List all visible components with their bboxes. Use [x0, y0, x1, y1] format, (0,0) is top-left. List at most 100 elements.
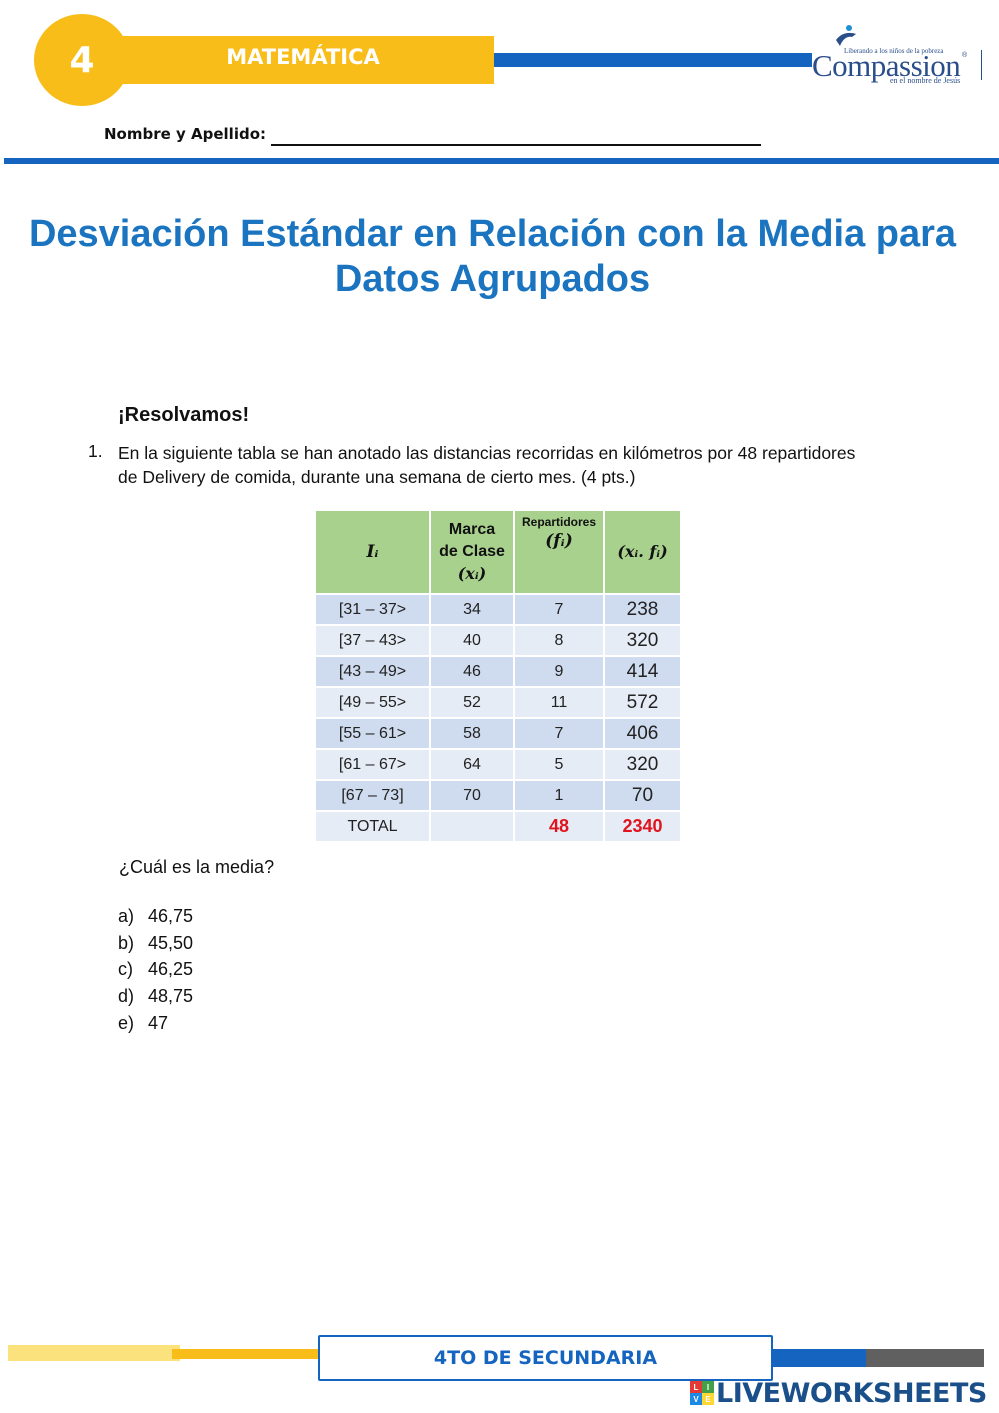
option-letter: c)	[118, 959, 133, 980]
logo-tagline-top: Liberando a los niños de la pobreza	[844, 47, 944, 55]
cell-product: 414	[603, 655, 682, 688]
question-text: En la siguiente tabla se han anotado las…	[118, 443, 856, 487]
cell-product: 320	[603, 748, 682, 781]
cell-product: 238	[603, 593, 682, 626]
header-class-mark-line1: Marca	[448, 521, 496, 538]
table-total-row: TOTAL 48 2340	[314, 810, 682, 843]
subject-label: MATEMÁTICA	[226, 45, 380, 69]
frequency-table: Iᵢ Marca de Clase (xᵢ) Repartidores (fᵢ)…	[314, 509, 682, 843]
header-frequency-symbol: (fᵢ)	[545, 531, 573, 551]
header-class-mark-line2: de Clase	[439, 543, 505, 560]
logo-tagline-bottom: en el nombre de Jesús	[890, 76, 961, 85]
subject-banner	[118, 36, 494, 84]
cell-total-freq: 48	[513, 810, 605, 843]
cell-interval: [61 – 67>	[314, 748, 431, 781]
liveworksheets-wordmark: LIVEWORKSHEETS	[716, 1377, 987, 1409]
header-class-mark-symbol: (xᵢ)	[457, 564, 487, 583]
logo-divider	[981, 50, 982, 80]
lw-icon-letter: I	[702, 1381, 714, 1393]
cell-product: 70	[603, 779, 682, 812]
header-interval-label: Iᵢ	[366, 542, 379, 562]
header-class-mark: Marca de Clase (xᵢ)	[429, 509, 515, 595]
cell-freq: 8	[513, 624, 605, 657]
lw-icon-letter: E	[702, 1393, 714, 1405]
header-product: (xᵢ. fᵢ)	[603, 509, 682, 595]
table-row: [61 – 67> 64 5 320	[314, 748, 682, 781]
cell-interval: [37 – 43>	[314, 624, 431, 657]
header-interval: Iᵢ	[314, 509, 431, 595]
cell-freq: 9	[513, 655, 605, 688]
grade-badge: 4	[34, 14, 130, 106]
answer-option[interactable]: d) 48,75	[118, 983, 193, 1010]
header-rule	[4, 158, 999, 164]
table-row: [67 – 73] 70 1 70	[314, 779, 682, 812]
header-accent-line	[494, 53, 812, 67]
cell-interval: [55 – 61>	[314, 717, 431, 750]
footer-accent-blue	[772, 1349, 866, 1367]
footer-accent-yellow	[172, 1349, 322, 1359]
cell-product: 406	[603, 717, 682, 750]
table-row: [31 – 37> 34 7 238	[314, 593, 682, 626]
person-swoosh-icon	[836, 25, 856, 46]
answer-option[interactable]: a) 46,75	[118, 903, 193, 930]
cell-mark: 34	[429, 593, 515, 626]
answer-option[interactable]: e) 47	[118, 1010, 193, 1037]
option-value: 45,50	[148, 932, 194, 953]
cell-mark: 52	[429, 686, 515, 719]
cell-freq: 1	[513, 779, 605, 812]
cell-mark: 70	[429, 779, 515, 812]
mean-question: ¿Cuál es la media?	[119, 857, 275, 877]
cell-interval: [49 – 55>	[314, 686, 431, 719]
option-value: 48,75	[148, 986, 194, 1007]
header-frequency-label: Repartidores	[521, 515, 597, 529]
name-input-line[interactable]	[271, 144, 761, 146]
footer-level-banner: 4TO DE SECUNDARIA	[318, 1335, 773, 1381]
cell-total-label: TOTAL	[314, 810, 431, 843]
page-title: Desviación Estándar en Relación con la M…	[28, 213, 957, 300]
cell-interval: [31 – 37>	[314, 593, 431, 626]
lw-icon-letter: L	[690, 1381, 702, 1393]
cell-interval: [43 – 49>	[314, 655, 431, 688]
option-letter: d)	[118, 986, 135, 1007]
table-row: [49 – 55> 52 11 572	[314, 686, 682, 719]
cell-total-mark	[429, 810, 515, 843]
option-value: 46,75	[148, 906, 194, 926]
table-header-row: Iᵢ Marca de Clase (xᵢ) Repartidores (fᵢ)…	[314, 509, 682, 595]
cell-interval: [67 – 73]	[314, 779, 431, 812]
cell-freq: 7	[513, 593, 605, 626]
cell-freq: 5	[513, 748, 605, 781]
option-letter: e)	[118, 1012, 135, 1033]
cell-freq: 11	[513, 686, 605, 719]
answer-option[interactable]: c) 46,25	[118, 956, 193, 983]
table-row: [55 – 61> 58 7 406	[314, 717, 682, 750]
cell-mark: 58	[429, 717, 515, 750]
logo-registered-mark: ®	[962, 52, 968, 59]
option-letter: b)	[118, 932, 135, 953]
cell-mark: 40	[429, 624, 515, 657]
cell-freq: 7	[513, 717, 605, 750]
liveworksheets-logo: L I V E LIVEWORKSHEETS	[690, 1377, 990, 1409]
cell-mark: 64	[429, 748, 515, 781]
answer-option[interactable]: b) 45,50	[118, 930, 193, 957]
table-row: [37 – 43> 40 8 320	[314, 624, 682, 657]
option-value: 46,25	[148, 959, 194, 980]
cell-product: 320	[603, 624, 682, 657]
section-heading: ¡Resolvamos!	[118, 404, 250, 426]
name-label: Nombre y Apellido:	[104, 125, 267, 143]
option-value: 47	[148, 1012, 169, 1033]
cell-mark: 46	[429, 655, 515, 688]
table-body: [31 – 37> 34 7 238 [37 – 43> 40 8 320 [4…	[314, 593, 682, 843]
table-row: [43 – 49> 46 9 414	[314, 655, 682, 688]
footer-accent-grey	[866, 1349, 984, 1367]
cell-total-product: 2340	[603, 810, 682, 843]
question-number: 1.	[88, 441, 103, 461]
lw-icon-letter: V	[690, 1393, 702, 1405]
logo-wordmark: Compassion	[812, 48, 961, 83]
header-frequency: Repartidores (fᵢ)	[513, 509, 605, 595]
answer-options: a) 46,75 b) 45,50 c) 46,25 d) 48,75 e) 4…	[118, 903, 193, 1036]
liveworksheets-icon: L I V E	[690, 1381, 714, 1405]
option-letter: a)	[118, 906, 135, 926]
footer-accent-pale	[8, 1345, 180, 1361]
header-product-label: (xᵢ. fᵢ)	[617, 542, 668, 561]
cell-product: 572	[603, 686, 682, 719]
